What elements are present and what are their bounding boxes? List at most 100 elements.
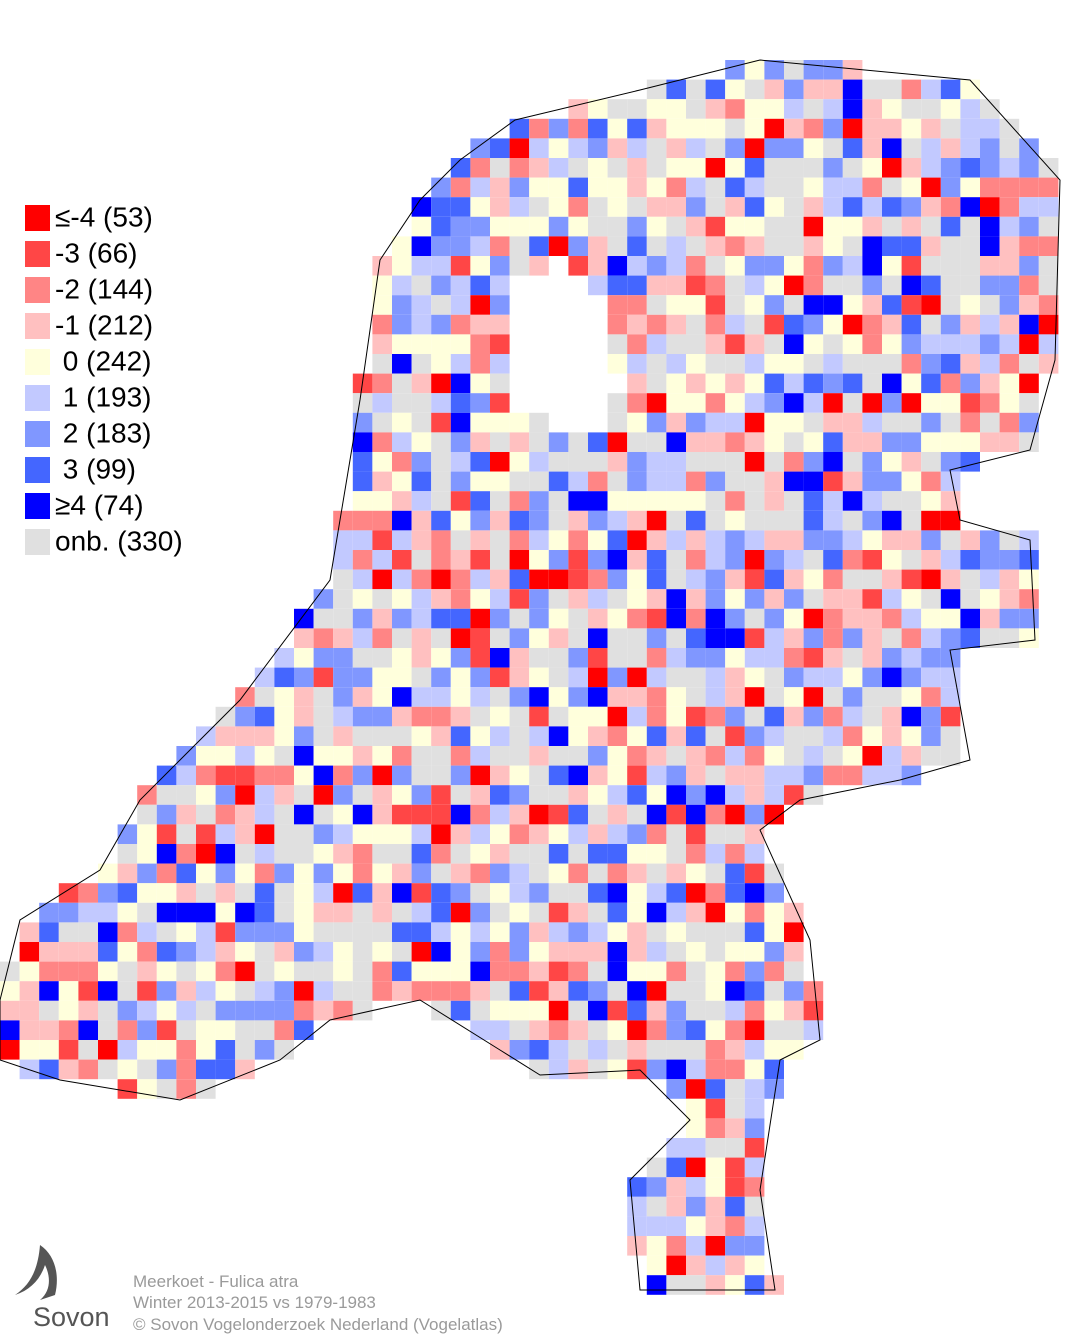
map-cell: [999, 628, 1020, 648]
map-cell: [646, 961, 667, 982]
map-cell: [254, 706, 275, 727]
map-cell: [999, 432, 1020, 452]
map-cell: [627, 1196, 647, 1217]
map-cell: [901, 79, 922, 100]
map-cell: [686, 628, 706, 648]
map-cell: [274, 648, 294, 668]
map-cell: [470, 883, 490, 903]
map-cell: [725, 687, 745, 707]
map-cell: [470, 412, 490, 433]
map-cell: [352, 452, 373, 472]
map-cell: [470, 216, 490, 237]
map-cell: [450, 628, 471, 648]
map-cell: [411, 785, 432, 805]
map-cell: [274, 785, 294, 805]
map-cell: [490, 452, 510, 472]
map-cell: [627, 648, 647, 668]
map-cell: [548, 667, 569, 688]
map-cell: [705, 1040, 726, 1060]
map-cell: [862, 667, 882, 688]
map-cell: [470, 785, 490, 805]
map-cell: [705, 1138, 726, 1158]
map-cell: [509, 471, 530, 492]
legend: ≤-4 (53)-3 (66)-2 (144)-1 (212) 0 (242) …: [25, 201, 183, 556]
map-cell: [980, 608, 1000, 629]
map-cell: [901, 432, 922, 452]
map-cell: [352, 824, 373, 844]
map-cell: [39, 981, 59, 1001]
map-cell: [627, 216, 647, 237]
map-cell: [235, 706, 255, 727]
map-cell: [627, 804, 647, 825]
map-cell: [78, 961, 98, 982]
map-cell: [431, 726, 451, 746]
map-cell: [705, 334, 726, 354]
map-cell: [744, 412, 765, 433]
map-cell: [627, 1000, 647, 1021]
map-cell: [803, 295, 824, 315]
map-cell: [823, 471, 843, 492]
map-cell: [529, 550, 549, 570]
map-cell: [980, 216, 1000, 237]
map-cell: [19, 1040, 40, 1060]
map-cell: [392, 785, 412, 805]
map-cell: [646, 981, 667, 1001]
map-cell: [980, 412, 1000, 433]
map-cell: [725, 1236, 745, 1256]
map-cell: [509, 550, 530, 570]
map-cell: [352, 648, 373, 668]
map-cell: [627, 942, 647, 962]
map-cell: [372, 354, 392, 374]
map-cell: [529, 804, 549, 825]
map-cell: [568, 138, 588, 158]
map-cell: [294, 706, 314, 727]
map-cell: [725, 373, 745, 394]
map-cell: [313, 1000, 334, 1021]
map-cell: [960, 452, 980, 472]
map-cell: [548, 491, 569, 511]
map-cell: [588, 1040, 608, 1060]
map-cell: [431, 804, 451, 825]
map-cell: [705, 981, 726, 1001]
map-cell: [803, 432, 824, 452]
map-cell: [744, 334, 765, 354]
map-cell: [686, 785, 706, 805]
map-cell: [784, 491, 804, 511]
map-cell: [842, 275, 863, 296]
map-cell: [568, 1020, 588, 1040]
map-cell: [588, 432, 608, 452]
map-cell: [803, 373, 824, 394]
map-cell: [431, 530, 451, 550]
map-cell: [450, 1000, 471, 1021]
map-cell: [627, 746, 647, 766]
map-cell: [764, 589, 784, 609]
map-cell: [372, 706, 392, 727]
map-cell: [744, 1020, 765, 1040]
map-cell: [744, 785, 765, 805]
map-cell: [744, 314, 765, 335]
map-cell: [686, 471, 706, 492]
map-cell: [940, 432, 961, 452]
map-cell: [509, 706, 530, 727]
map-cell: [137, 785, 157, 805]
map-cell: [117, 883, 138, 903]
map-cell: [862, 216, 882, 237]
map-cell: [725, 726, 745, 746]
map-cell: [588, 510, 608, 531]
map-cell: [803, 981, 824, 1001]
map-cell: [176, 942, 196, 962]
map-cell: [705, 726, 726, 746]
map-cell: [882, 530, 902, 550]
map-cell: [842, 648, 863, 668]
map-cell: [352, 765, 373, 786]
map-cell: [137, 942, 157, 962]
map-cell: [764, 706, 784, 727]
map-cell: [705, 1059, 726, 1080]
map-cell: [588, 569, 608, 590]
map-cell: [784, 902, 804, 923]
map-cell: [725, 118, 745, 139]
map-cell: [450, 354, 471, 374]
map-cell: [882, 138, 902, 158]
map-cell: [862, 569, 882, 590]
map-cell: [490, 177, 510, 198]
